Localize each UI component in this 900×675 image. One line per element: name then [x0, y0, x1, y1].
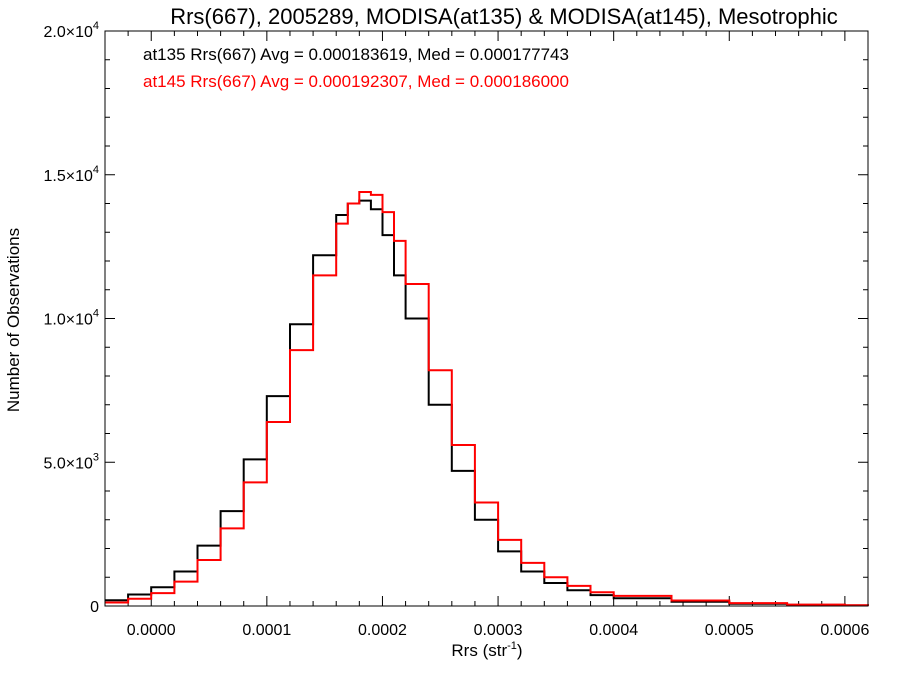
x-tick-label: 0.0000 [127, 622, 176, 639]
x-axis-label-exponent: -1 [507, 640, 517, 652]
x-tick-label: 0.0006 [820, 622, 869, 639]
legend: at135 Rrs(667) Avg = 0.000183619, Med = … [143, 45, 569, 91]
series-line-2 [105, 191, 869, 607]
chart-title: Rrs(667), 2005289, MODISA(at135) & MODIS… [170, 4, 838, 29]
y-axis-ticks: 0 5.0×103 1.0×104 1.5×104 2.0×104 [43, 20, 868, 616]
x-tick-label: 0.0004 [589, 622, 638, 639]
x-axis-ticks: 0.0000 0.0001 0.0002 0.0003 0.0004 0.0005 0.00… [104, 31, 869, 639]
y-tick-label: 5.0×103 [43, 451, 99, 472]
series-line-1 [105, 199, 869, 607]
x-tick-label: 0.0001 [242, 622, 291, 639]
y-tick-label: 0 [90, 599, 99, 616]
legend-entry-2: at145 Rrs(667) Avg = 0.000192307, Med = … [143, 72, 569, 91]
plot-frame [104, 30, 869, 607]
legend-entry-1: at135 Rrs(667) Avg = 0.000183619, Med = … [143, 45, 569, 64]
y-tick-label: 1.0×104 [43, 308, 99, 329]
x-axis-label: Rrs (str-1) [451, 640, 522, 660]
y-tick-label: 1.5×104 [43, 164, 99, 185]
series-layer [105, 191, 869, 607]
x-tick-label: 0.0003 [474, 622, 523, 639]
y-tick-label: 2.0×104 [43, 20, 99, 41]
x-tick-label: 0.0005 [705, 622, 754, 639]
y-axis-label: Number of Observations [4, 228, 23, 412]
x-tick-label: 0.0002 [358, 622, 407, 639]
